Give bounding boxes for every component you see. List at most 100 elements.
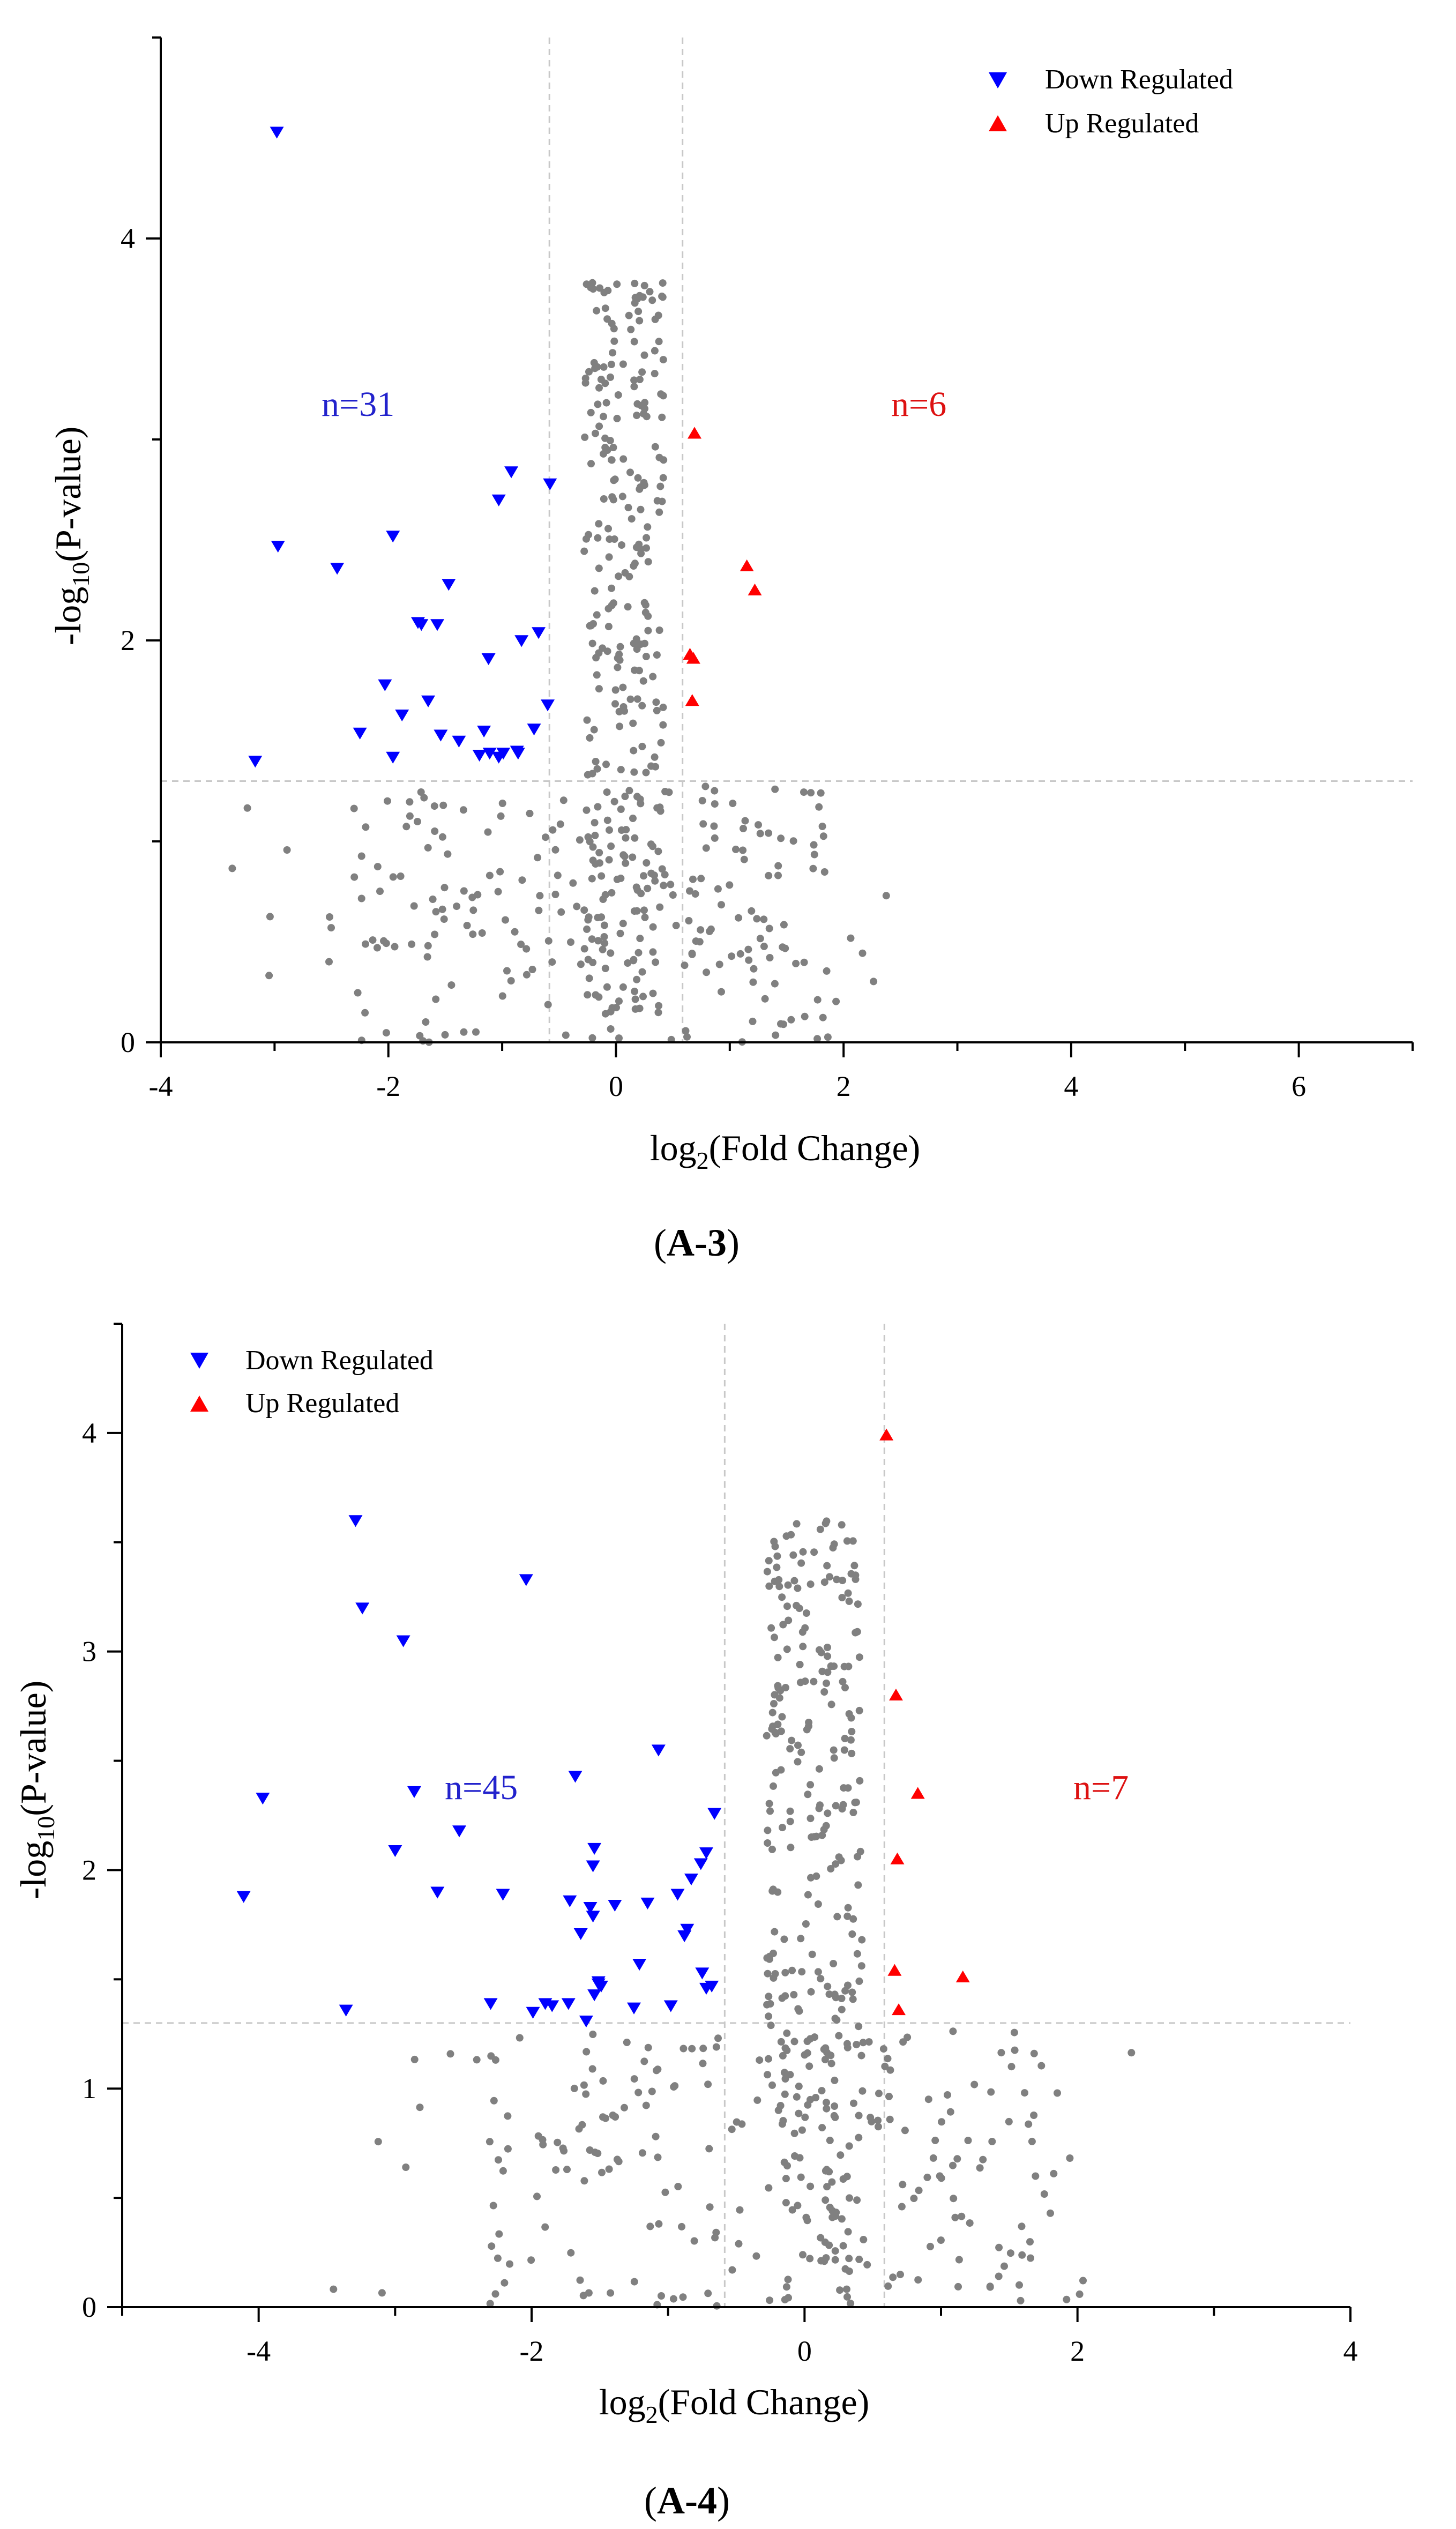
non-significant-point xyxy=(374,863,382,871)
non-significant-point xyxy=(621,2103,628,2112)
non-significant-point xyxy=(744,945,752,953)
y-tick-label: 4 xyxy=(82,1417,96,1449)
non-significant-point xyxy=(701,782,710,790)
non-significant-point xyxy=(507,977,515,985)
non-significant-point xyxy=(600,495,608,503)
non-significant-point xyxy=(631,834,639,842)
non-significant-point xyxy=(786,1807,794,1815)
non-significant-point xyxy=(535,906,543,914)
down-regulated-point xyxy=(421,695,436,707)
non-significant-point xyxy=(599,945,607,953)
up-regulated-point xyxy=(686,652,700,664)
non-significant-point xyxy=(788,1736,796,1744)
non-significant-point xyxy=(997,2049,1005,2057)
non-significant-point xyxy=(710,822,718,830)
non-significant-point xyxy=(582,2090,590,2098)
panel-label: A-4 xyxy=(657,2479,717,2522)
legend-up-label: Up Regulated xyxy=(1045,108,1199,139)
legend-down-label: Down Regulated xyxy=(245,1345,434,1376)
non-significant-point xyxy=(712,2228,720,2236)
non-significant-point xyxy=(631,279,639,287)
non-significant-point xyxy=(408,940,416,948)
non-significant-point xyxy=(765,1955,773,1963)
non-significant-point xyxy=(651,443,659,451)
non-significant-point xyxy=(830,1746,838,1754)
down-regulated-point xyxy=(545,2000,559,2012)
non-significant-point xyxy=(1040,2190,1048,2198)
volcano-plot-a4: -4 -2 0 2 4 0 1 2 3 4 Down Regulated Up Regulated… xyxy=(13,1323,1358,2522)
non-significant-point xyxy=(613,1004,620,1012)
non-significant-point xyxy=(823,2166,831,2174)
non-significant-point xyxy=(833,1576,841,1584)
non-significant-point xyxy=(692,937,700,945)
non-significant-point xyxy=(669,891,677,899)
non-significant-point xyxy=(595,384,603,392)
non-significant-point xyxy=(594,400,602,408)
non-significant-point xyxy=(1018,2222,1026,2230)
non-significant-point xyxy=(838,1995,846,2002)
non-significant-point xyxy=(810,1677,818,1685)
non-significant-point xyxy=(798,2126,806,2134)
non-significant-point xyxy=(826,2204,834,2211)
down-regulated-point xyxy=(353,727,367,740)
non-significant-point xyxy=(669,2295,677,2303)
non-significant-point xyxy=(845,2142,853,2150)
non-significant-point xyxy=(820,1578,828,1586)
non-significant-point xyxy=(651,347,659,355)
non-significant-point xyxy=(775,1583,783,1591)
non-significant-point xyxy=(953,2155,961,2163)
non-significant-point xyxy=(603,446,611,454)
non-significant-point xyxy=(630,2278,638,2286)
non-significant-point xyxy=(585,2289,593,2297)
non-significant-point xyxy=(711,834,719,842)
down-regulated-point xyxy=(670,1889,685,1901)
non-significant-point xyxy=(765,2012,773,2020)
non-significant-point xyxy=(486,871,494,879)
non-significant-point xyxy=(594,534,602,542)
non-significant-point xyxy=(397,872,405,880)
non-significant-point xyxy=(715,960,723,968)
non-significant-points xyxy=(228,279,890,1046)
non-significant-point xyxy=(690,2237,698,2245)
non-significant-point xyxy=(631,995,639,1003)
non-significant-point xyxy=(629,853,637,861)
non-significant-point xyxy=(735,914,743,922)
axes: -4 -2 0 2 4 6 0 2 4 xyxy=(121,36,1414,1102)
non-significant-point xyxy=(766,954,774,961)
y-tick-label: 3 xyxy=(82,1636,96,1668)
non-significant-point xyxy=(844,1589,852,1597)
non-significant-point xyxy=(1025,2120,1033,2128)
non-significant-point xyxy=(593,307,601,315)
non-significant-point xyxy=(583,925,591,933)
down-regulated-point xyxy=(330,563,345,575)
non-significant-point xyxy=(655,338,663,346)
non-significant-point xyxy=(685,917,693,924)
non-significant-point xyxy=(621,707,629,715)
non-significant-point xyxy=(626,468,634,476)
non-significant-point xyxy=(646,288,654,296)
non-significant-point xyxy=(548,958,556,966)
non-significant-point xyxy=(718,901,725,909)
non-significant-point xyxy=(672,921,680,929)
non-significant-point xyxy=(580,2081,588,2089)
down-regulated-point xyxy=(573,1928,588,1941)
non-significant-point xyxy=(768,1725,776,1733)
non-significant-point xyxy=(600,413,607,421)
non-significant-point xyxy=(655,453,663,461)
non-significant-point xyxy=(617,805,625,813)
non-significant-point xyxy=(897,2271,904,2279)
non-significant-point xyxy=(489,2202,497,2210)
non-significant-point xyxy=(635,540,643,548)
non-significant-point xyxy=(704,2289,712,2297)
non-significant-point xyxy=(644,626,652,635)
non-significant-point xyxy=(601,304,609,312)
non-significant-point xyxy=(460,1028,468,1036)
down-regulated-point xyxy=(705,1980,719,1993)
non-significant-point xyxy=(614,391,622,399)
up-regulated-point xyxy=(888,1688,903,1700)
non-significant-point xyxy=(848,1988,856,1996)
non-significant-point xyxy=(938,2118,945,2126)
down-regulated-point xyxy=(236,1891,251,1903)
non-significant-point xyxy=(824,1668,832,1676)
